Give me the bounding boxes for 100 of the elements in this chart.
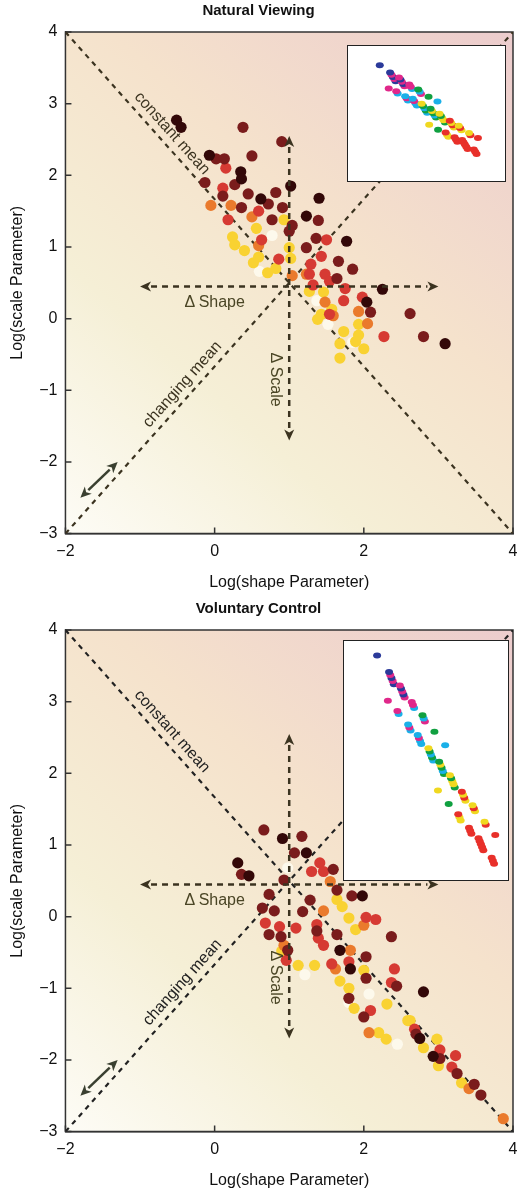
point [439, 338, 451, 350]
point [475, 1089, 487, 1101]
annotation: Δ Scale [267, 352, 285, 407]
point [352, 318, 365, 330]
point [350, 923, 362, 936]
point [334, 975, 346, 987]
y-tick-label: −3 [39, 524, 58, 542]
point [361, 318, 374, 330]
point [300, 210, 312, 222]
point [310, 232, 322, 244]
point [299, 969, 311, 981]
point [356, 890, 368, 902]
point [414, 1032, 426, 1045]
x-tick-label: 0 [210, 541, 220, 559]
point [238, 244, 251, 257]
y-tick-label: 2 [48, 763, 58, 781]
point [358, 343, 370, 355]
point [361, 296, 373, 308]
point [199, 176, 211, 189]
point [360, 951, 372, 963]
point [319, 296, 331, 308]
point [256, 902, 268, 914]
point [323, 308, 336, 320]
point [262, 198, 274, 210]
point [275, 931, 287, 943]
point [276, 136, 288, 148]
y-tick-label: 4 [48, 22, 58, 40]
point [348, 1002, 360, 1014]
point [381, 998, 393, 1010]
point [352, 305, 365, 318]
point [313, 192, 325, 204]
point [306, 865, 318, 878]
point [308, 959, 321, 971]
point [336, 901, 348, 913]
point [297, 906, 309, 918]
x-tick-label: 4 [508, 1139, 518, 1157]
point [255, 193, 267, 205]
point [344, 963, 356, 975]
point [346, 890, 358, 902]
point [334, 338, 346, 350]
annotation: Δ Scale [267, 950, 285, 1005]
point [343, 992, 355, 1004]
point [347, 263, 359, 275]
y-tick-label: −1 [39, 978, 58, 996]
point [449, 1050, 462, 1062]
point [331, 928, 343, 941]
point [344, 944, 356, 956]
point [378, 330, 390, 343]
point [288, 847, 301, 859]
chart-title: Natural Viewing [202, 1, 315, 19]
point [229, 239, 241, 251]
y-tick-label: 1 [48, 237, 58, 255]
y-tick-label: 3 [48, 692, 58, 710]
point [312, 214, 324, 227]
point [273, 921, 286, 933]
point [296, 830, 308, 842]
point [273, 253, 285, 265]
point [256, 234, 268, 246]
y-tick-label: −3 [39, 1122, 58, 1140]
point [205, 199, 217, 212]
x-tick-label: 4 [508, 541, 518, 559]
y-axis-title: Log(scale Parameter) [8, 205, 26, 360]
point [278, 214, 290, 226]
y-tick-label: 1 [48, 835, 58, 853]
point [391, 980, 403, 992]
y-tick-label: −2 [39, 1050, 58, 1068]
point [235, 201, 248, 214]
point [334, 352, 346, 364]
point [290, 922, 302, 934]
point [417, 986, 430, 998]
point [451, 1067, 463, 1080]
point [268, 905, 280, 917]
y-axis-title: Log(scale Parameter) [8, 803, 26, 958]
point [334, 944, 346, 956]
point [320, 234, 333, 246]
point [242, 188, 254, 200]
y-tick-label: 4 [48, 620, 58, 638]
point [338, 295, 350, 307]
point [343, 982, 355, 994]
point [261, 267, 274, 279]
annotation: Δ Shape [184, 890, 245, 908]
point [317, 865, 330, 878]
chart-title: Voluntary Control [195, 599, 322, 617]
point [364, 306, 377, 318]
point [266, 229, 278, 242]
point [247, 257, 260, 269]
point [364, 1004, 377, 1017]
point [322, 318, 334, 330]
point [358, 1011, 370, 1023]
point [217, 190, 229, 202]
point [246, 150, 258, 162]
point [237, 121, 249, 133]
point [314, 857, 326, 869]
point [263, 888, 275, 901]
point [286, 270, 298, 282]
y-tick-label: −2 [39, 452, 58, 470]
point [253, 205, 265, 217]
x-tick-label: 2 [359, 1139, 369, 1157]
point [380, 1033, 392, 1045]
x-tick-label: 2 [359, 541, 369, 559]
